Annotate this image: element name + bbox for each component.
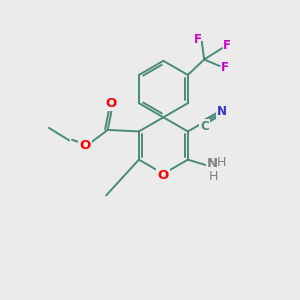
Text: O: O — [158, 169, 169, 182]
Text: O: O — [105, 97, 116, 110]
Text: N: N — [217, 105, 227, 118]
Text: C: C — [200, 120, 209, 133]
Text: F: F — [223, 39, 231, 52]
Text: H: H — [208, 169, 218, 182]
Text: H: H — [217, 156, 226, 169]
Text: F: F — [221, 61, 229, 74]
Text: F: F — [194, 33, 202, 46]
Text: O: O — [80, 139, 91, 152]
Text: N: N — [207, 157, 218, 170]
